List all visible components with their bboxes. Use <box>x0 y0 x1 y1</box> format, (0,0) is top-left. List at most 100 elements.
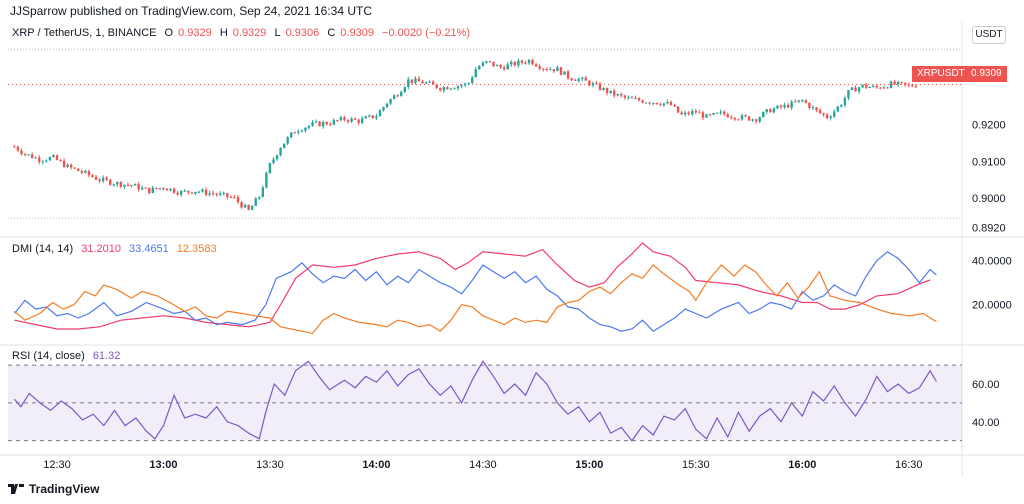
candle-body <box>474 69 477 78</box>
candle-body <box>531 59 534 65</box>
candle-body <box>510 62 513 65</box>
candle-body <box>332 119 336 125</box>
candle-body <box>744 115 747 117</box>
current-price-value: 0.9309 <box>971 68 1002 79</box>
candle-body <box>183 190 186 192</box>
candle-body <box>471 77 474 83</box>
candle-body <box>907 84 910 86</box>
candle-body <box>236 197 240 203</box>
change-value: −0.0020 (−0.21%) <box>382 27 471 39</box>
candle-body <box>222 193 225 195</box>
candle-body <box>98 179 101 182</box>
candle-body <box>424 82 428 84</box>
candle-body <box>847 89 850 99</box>
time-tick-label: 15:00 <box>575 459 603 471</box>
candle-body <box>495 65 499 67</box>
candle-body <box>250 205 254 210</box>
candle-body <box>378 110 382 117</box>
price-legend: XRP / TetherUS, 1, BINANCE O 0.9329 H 0.93… <box>12 27 475 39</box>
open-value: 0.9329 <box>178 27 212 39</box>
candle-body <box>598 83 602 90</box>
candle-body <box>27 154 30 156</box>
candle-body <box>357 119 360 123</box>
candle-body <box>793 101 797 103</box>
candle-body <box>343 117 346 121</box>
candle-body <box>758 117 761 122</box>
candle-body <box>829 116 832 119</box>
candle-body <box>13 146 16 148</box>
tradingview-logo-icon <box>8 484 24 494</box>
candle-body <box>140 187 144 190</box>
candle-body <box>836 106 839 112</box>
candle-body <box>38 157 41 162</box>
candle-body <box>705 114 708 118</box>
candle-body <box>694 111 698 113</box>
candle-body <box>240 202 243 208</box>
candle-body <box>545 69 548 71</box>
candle-body <box>300 130 304 132</box>
candle-body <box>400 91 403 97</box>
candle-body <box>16 146 20 151</box>
candle-body <box>439 88 442 91</box>
candle-body <box>765 109 768 113</box>
candle-body <box>162 187 165 189</box>
candle-body <box>680 112 683 115</box>
candle-body <box>219 193 222 195</box>
dmi-tick-label: 20.0000 <box>972 300 1012 312</box>
candle-body <box>627 97 630 99</box>
candle-body <box>77 168 80 172</box>
candle-body <box>864 84 868 88</box>
candle-body <box>119 182 123 187</box>
candle-body <box>534 64 538 67</box>
candle-body <box>20 150 23 154</box>
candle-body <box>41 161 44 163</box>
candle-body <box>779 105 783 108</box>
publisher-line: JJSparrow published on TradingView.com, … <box>10 4 372 18</box>
candle-body <box>896 81 900 85</box>
candle-body <box>69 164 73 168</box>
time-tick-label: 14:30 <box>469 459 497 471</box>
candle-body <box>368 115 371 117</box>
candle-body <box>87 170 91 176</box>
candle-body <box>123 184 126 187</box>
close-value: 0.9309 <box>340 27 374 39</box>
candle-body <box>375 116 378 119</box>
candle-body <box>290 132 293 138</box>
candle-body <box>481 62 485 67</box>
candle-body <box>453 88 456 90</box>
tradingview-brand[interactable]: TradingView <box>8 482 99 496</box>
currency-button[interactable]: USDT <box>972 26 1006 44</box>
candle-body <box>247 204 250 210</box>
candle-body <box>211 193 215 195</box>
candle-body <box>467 82 470 84</box>
candle-body <box>460 85 463 87</box>
candle-body <box>364 116 367 119</box>
candle-body <box>144 187 147 189</box>
candle-body <box>772 108 776 113</box>
candle-body <box>499 65 502 68</box>
candle-body <box>577 79 580 81</box>
candle-body <box>148 187 151 194</box>
dmi-legend: DMI (14, 14) 31.2010 33.4651 12.3583 <box>12 243 222 255</box>
candle-body <box>431 81 435 85</box>
candle-body <box>797 100 800 102</box>
candle-body <box>900 81 903 83</box>
candle-body <box>673 105 676 107</box>
dmi-minus-value: 12.3583 <box>176 243 217 255</box>
price-tick-label: 0.9200 <box>972 120 1006 132</box>
price-tick-label: 0.9100 <box>972 156 1006 168</box>
candle-body <box>105 177 108 180</box>
candle-body <box>850 87 854 90</box>
candle-body <box>652 102 655 104</box>
candle-body <box>137 184 140 190</box>
candle-body <box>382 107 385 111</box>
candle-body <box>634 98 637 100</box>
candle-body <box>801 100 804 102</box>
candle-body <box>325 122 328 125</box>
candle-body <box>573 79 577 81</box>
candle-body <box>155 187 158 189</box>
candle-body <box>279 148 282 156</box>
candle-body <box>683 112 687 115</box>
candle-body <box>719 111 722 113</box>
